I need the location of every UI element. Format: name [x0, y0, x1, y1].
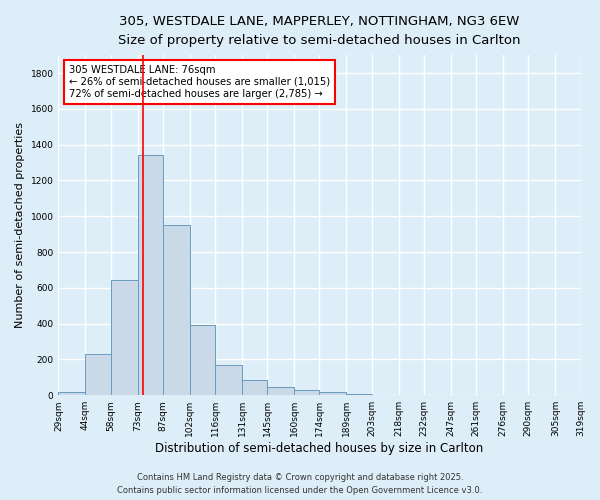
X-axis label: Distribution of semi-detached houses by size in Carlton: Distribution of semi-detached houses by …: [155, 442, 484, 455]
Bar: [346, 394, 371, 395]
Bar: [371, 394, 398, 395]
Bar: [110, 280, 137, 395]
Bar: [190, 326, 215, 395]
Y-axis label: Number of semi-detached properties: Number of semi-detached properties: [15, 122, 25, 328]
Bar: [294, 390, 319, 395]
Bar: [215, 365, 242, 395]
Text: Contains HM Land Registry data © Crown copyright and database right 2025.
Contai: Contains HM Land Registry data © Crown c…: [118, 474, 482, 495]
Text: 305 WESTDALE LANE: 76sqm
← 26% of semi-detached houses are smaller (1,015)
72% o: 305 WESTDALE LANE: 76sqm ← 26% of semi-d…: [69, 66, 330, 98]
Bar: [242, 380, 267, 395]
Bar: [163, 225, 190, 395]
Bar: [319, 392, 346, 395]
Bar: [137, 156, 163, 395]
Title: 305, WESTDALE LANE, MAPPERLEY, NOTTINGHAM, NG3 6EW
Size of property relative to : 305, WESTDALE LANE, MAPPERLEY, NOTTINGHA…: [118, 15, 521, 47]
Bar: [58, 392, 85, 395]
Bar: [85, 354, 110, 395]
Bar: [267, 387, 294, 395]
